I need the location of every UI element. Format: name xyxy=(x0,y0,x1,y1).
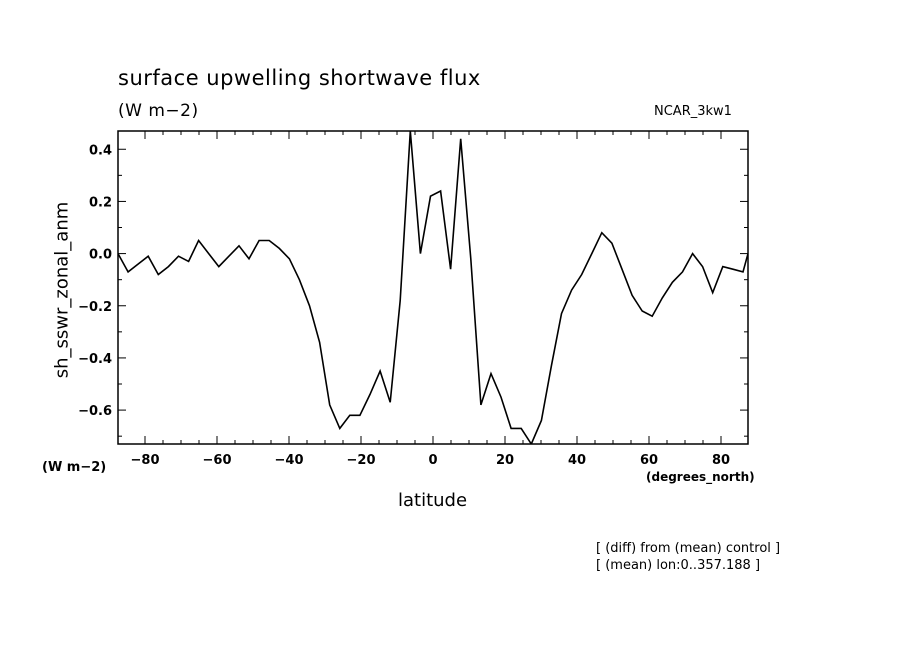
y-tick-label: 0.0 xyxy=(89,248,112,263)
x-tick-label: 20 xyxy=(496,453,514,468)
x-tick-label: 40 xyxy=(568,453,586,468)
y-tick-label: −0.6 xyxy=(78,404,112,419)
x-tick-label: −80 xyxy=(131,453,160,468)
x-tick-label: 80 xyxy=(712,453,730,468)
x-tick-label: −60 xyxy=(203,453,232,468)
x-tick-label: −40 xyxy=(275,453,304,468)
note-mean: [ (mean) lon:0..357.188 ] xyxy=(596,558,761,573)
plot-frame xyxy=(117,130,749,445)
y-tick-label: 0.4 xyxy=(89,143,112,158)
x-units-label: (degrees_north) xyxy=(646,470,755,484)
note-diff: [ (diff) from (mean) control ] xyxy=(596,541,781,556)
x-tick-label: 0 xyxy=(428,453,437,468)
y-tick-label: −0.4 xyxy=(78,352,112,367)
series-line xyxy=(118,131,748,444)
run-label: NCAR_3kw1 xyxy=(654,104,732,119)
x-axis-label: latitude xyxy=(398,490,468,511)
chart-units: (W m−2) xyxy=(118,101,199,121)
y-tick-label: −0.2 xyxy=(78,300,112,315)
chart-title: surface upwelling shortwave flux xyxy=(118,66,481,90)
x-tick-label: −20 xyxy=(347,453,376,468)
x-tick-label: 60 xyxy=(640,453,658,468)
y-tick-label: 0.2 xyxy=(89,195,112,210)
y-units-label: (W m−2) xyxy=(42,460,107,475)
